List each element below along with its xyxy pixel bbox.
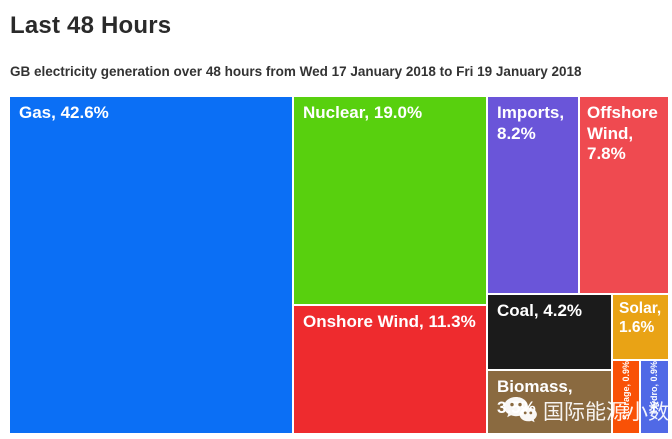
treemap-label-gas: Gas, 42.6% [19,103,109,122]
treemap-block-offshore-wind[interactable]: Offshore Wind, 7.8% [580,97,668,293]
treemap-label-storage: Storage, 0.9% [620,361,631,421]
treemap-block-onshore-wind[interactable]: Onshore Wind, 11.3% [294,306,486,433]
treemap-label-biomass: Biomass, 3.5% [497,377,573,417]
treemap-block-gas[interactable]: Gas, 42.6% [10,97,292,433]
treemap-block-nuclear[interactable]: Nuclear, 19.0% [294,97,486,304]
chart-subtitle: GB electricity generation over 48 hours … [10,64,582,79]
page-title: Last 48 Hours [10,12,172,39]
treemap-block-storage[interactable]: Storage, 0.9% [613,361,639,433]
treemap-block-biomass[interactable]: Biomass, 3.5% [488,371,611,433]
treemap-block-imports[interactable]: Imports, 8.2% [488,97,578,293]
treemap-block-solar[interactable]: Solar, 1.6% [613,295,668,359]
treemap-label-coal: Coal, 4.2% [497,301,583,320]
treemap-block-hydro[interactable]: Hydro, 0.9% [641,361,668,433]
treemap-label-nuclear: Nuclear, 19.0% [303,103,423,122]
treemap-block-coal[interactable]: Coal, 4.2% [488,295,611,369]
treemap-label-hydro: Hydro, 0.9% [649,361,660,413]
treemap-label-solar: Solar, 1.6% [619,300,662,336]
treemap-label-onshore-wind: Onshore Wind, 11.3% [303,312,476,331]
treemap-label-imports: Imports, 8.2% [497,103,565,143]
treemap-label-offshore-wind: Offshore Wind, 7.8% [587,103,658,164]
